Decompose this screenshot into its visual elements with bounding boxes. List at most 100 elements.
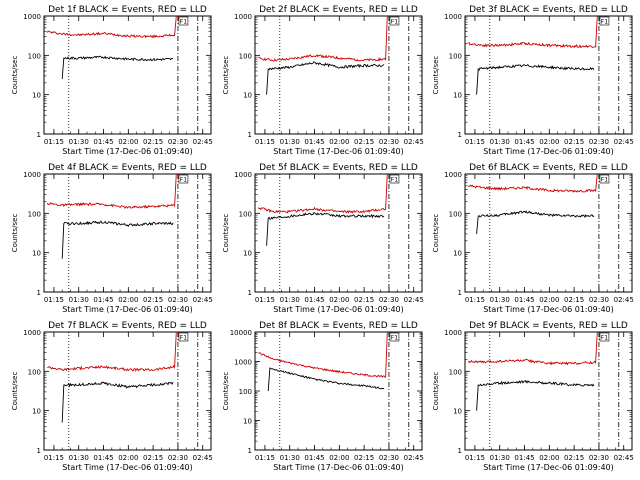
x-tick-label: 01:15 bbox=[465, 138, 485, 146]
y-tick-label: 10 bbox=[32, 408, 41, 416]
x-tick-label: 02:00 bbox=[329, 138, 349, 146]
chart-panel-5: Det 5f BLACK = Events, RED = LLD 1 10 100 10… bbox=[222, 163, 424, 314]
y-tick-label: 1000 bbox=[234, 171, 252, 179]
y-tick-label: 10 bbox=[453, 92, 462, 100]
y-axis-label: Counts/sec bbox=[11, 372, 19, 411]
x-tick-label: 01:45 bbox=[93, 454, 113, 462]
x-tick-label: 01:30 bbox=[69, 138, 89, 146]
x-tick-label: 01:30 bbox=[280, 296, 300, 304]
chart-panel-9: Det 9f BLACK = Events, RED = LLD 1 10 100 10… bbox=[432, 321, 634, 472]
flag-box bbox=[389, 174, 400, 184]
x-tick-label: 01:45 bbox=[514, 454, 534, 462]
x-tick-label: 01:45 bbox=[514, 296, 534, 304]
y-tick-label: 1 bbox=[248, 447, 252, 455]
series-line-events-black bbox=[476, 210, 595, 234]
y-tick-label: 1 bbox=[37, 131, 41, 139]
x-tick-label: 01:45 bbox=[514, 138, 534, 146]
y-tick-label: 1 bbox=[458, 131, 462, 139]
y-tick-label: 1000 bbox=[444, 13, 462, 21]
y-tick-label: 100 bbox=[449, 368, 462, 376]
plot-frame bbox=[254, 331, 423, 451]
chart-title: Det 3f BLACK = Events, RED = LLD bbox=[469, 5, 628, 15]
x-tick-label: 02:45 bbox=[404, 454, 424, 462]
flag-label: F1 bbox=[601, 177, 608, 184]
flag-label: F1 bbox=[391, 19, 398, 26]
x-axis-label: Start Time (17-Dec-06 01:09:40) bbox=[273, 305, 404, 314]
series-line-lld-red bbox=[47, 331, 177, 372]
x-tick-label: 02:45 bbox=[404, 138, 424, 146]
x-tick-label: 02:30 bbox=[379, 296, 399, 304]
x-tick-label: 02:00 bbox=[118, 296, 138, 304]
plot-frame bbox=[464, 331, 633, 451]
x-tick-label: 01:30 bbox=[69, 454, 89, 462]
series-line-lld-red bbox=[46, 15, 177, 39]
x-tick-label: 02:45 bbox=[614, 296, 634, 304]
x-tick-label: 02:15 bbox=[564, 138, 584, 146]
x-tick-label: 01:45 bbox=[93, 296, 113, 304]
y-tick-label: 100 bbox=[239, 388, 252, 396]
y-tick-label: 1000 bbox=[234, 13, 252, 21]
series-line-events-black bbox=[476, 64, 595, 95]
y-tick-label: 1000 bbox=[23, 13, 41, 21]
y-tick-label: 1000 bbox=[234, 359, 252, 367]
x-tick-label: 02:30 bbox=[379, 454, 399, 462]
x-tick-label: 02:30 bbox=[168, 138, 188, 146]
x-tick-label: 01:15 bbox=[44, 454, 64, 462]
x-tick-label: 02:00 bbox=[539, 296, 559, 304]
plot-frame bbox=[43, 173, 212, 293]
x-tick-label: 02:30 bbox=[589, 454, 609, 462]
y-tick-label: 10 bbox=[32, 92, 41, 100]
y-tick-label: 1000 bbox=[23, 171, 41, 179]
y-tick-label: 1 bbox=[37, 289, 41, 297]
plot-frame bbox=[464, 173, 633, 293]
x-tick-label: 02:15 bbox=[354, 138, 374, 146]
x-axis-label: Start Time (17-Dec-06 01:09:40) bbox=[483, 463, 614, 472]
x-tick-label: 01:30 bbox=[280, 454, 300, 462]
x-tick-label: 02:30 bbox=[379, 138, 399, 146]
series-line-lld-red bbox=[258, 331, 388, 378]
y-axis-label: Counts/sec bbox=[432, 56, 440, 95]
series-line-lld-red bbox=[467, 331, 598, 366]
x-tick-label: 02:30 bbox=[589, 296, 609, 304]
y-axis-label: Counts/sec bbox=[11, 214, 19, 253]
y-tick-label: 100 bbox=[449, 210, 462, 218]
y-tick-label: 1 bbox=[458, 289, 462, 297]
y-axis-label: Counts/sec bbox=[222, 372, 230, 411]
flag-box bbox=[178, 332, 189, 342]
series-line-events-black bbox=[266, 61, 385, 95]
flag-label: F1 bbox=[391, 177, 398, 184]
y-tick-label: 1000 bbox=[23, 329, 41, 337]
y-axis-label: Counts/sec bbox=[432, 372, 440, 411]
chart-panel-7: Det 7f BLACK = Events, RED = LLD 1 10 100 10… bbox=[11, 321, 213, 472]
y-tick-label: 100 bbox=[28, 210, 41, 218]
y-tick-label: 10 bbox=[243, 92, 252, 100]
chart-title: Det 7f BLACK = Events, RED = LLD bbox=[48, 321, 207, 331]
y-tick-label: 100 bbox=[239, 210, 252, 218]
x-tick-label: 02:45 bbox=[614, 454, 634, 462]
series-line-events-black bbox=[61, 55, 174, 80]
x-tick-label: 02:30 bbox=[589, 138, 609, 146]
flag-label: F1 bbox=[180, 177, 187, 184]
x-tick-label: 01:30 bbox=[490, 138, 510, 146]
x-axis-label: Start Time (17-Dec-06 01:09:40) bbox=[273, 463, 404, 472]
chart-panel-8: Det 8f BLACK = Events, RED = LLD 1 10 100 10… bbox=[222, 321, 424, 472]
x-axis-label: Start Time (17-Dec-06 01:09:40) bbox=[273, 147, 404, 156]
flag-label: F1 bbox=[391, 335, 398, 342]
flag-box bbox=[178, 174, 189, 184]
series-line-events-black bbox=[61, 220, 174, 259]
x-tick-label: 01:15 bbox=[255, 296, 275, 304]
x-tick-label: 02:00 bbox=[539, 454, 559, 462]
chart-panel-4: Det 4f BLACK = Events, RED = LLD 1 10 100 10… bbox=[11, 163, 213, 314]
plot-frame bbox=[254, 173, 423, 293]
flag-label: F1 bbox=[601, 335, 608, 342]
chart-title: Det 9f BLACK = Events, RED = LLD bbox=[469, 321, 628, 331]
y-tick-label: 10 bbox=[243, 418, 252, 426]
chart-panel-3: Det 3f BLACK = Events, RED = LLD 1 10 100 10… bbox=[432, 5, 634, 156]
series-line-lld-red bbox=[468, 15, 598, 49]
series-line-events-black bbox=[61, 381, 174, 423]
y-axis-label: Counts/sec bbox=[432, 214, 440, 253]
x-tick-label: 01:15 bbox=[255, 138, 275, 146]
x-tick-label: 02:00 bbox=[329, 454, 349, 462]
series-line-lld-red bbox=[257, 173, 388, 214]
